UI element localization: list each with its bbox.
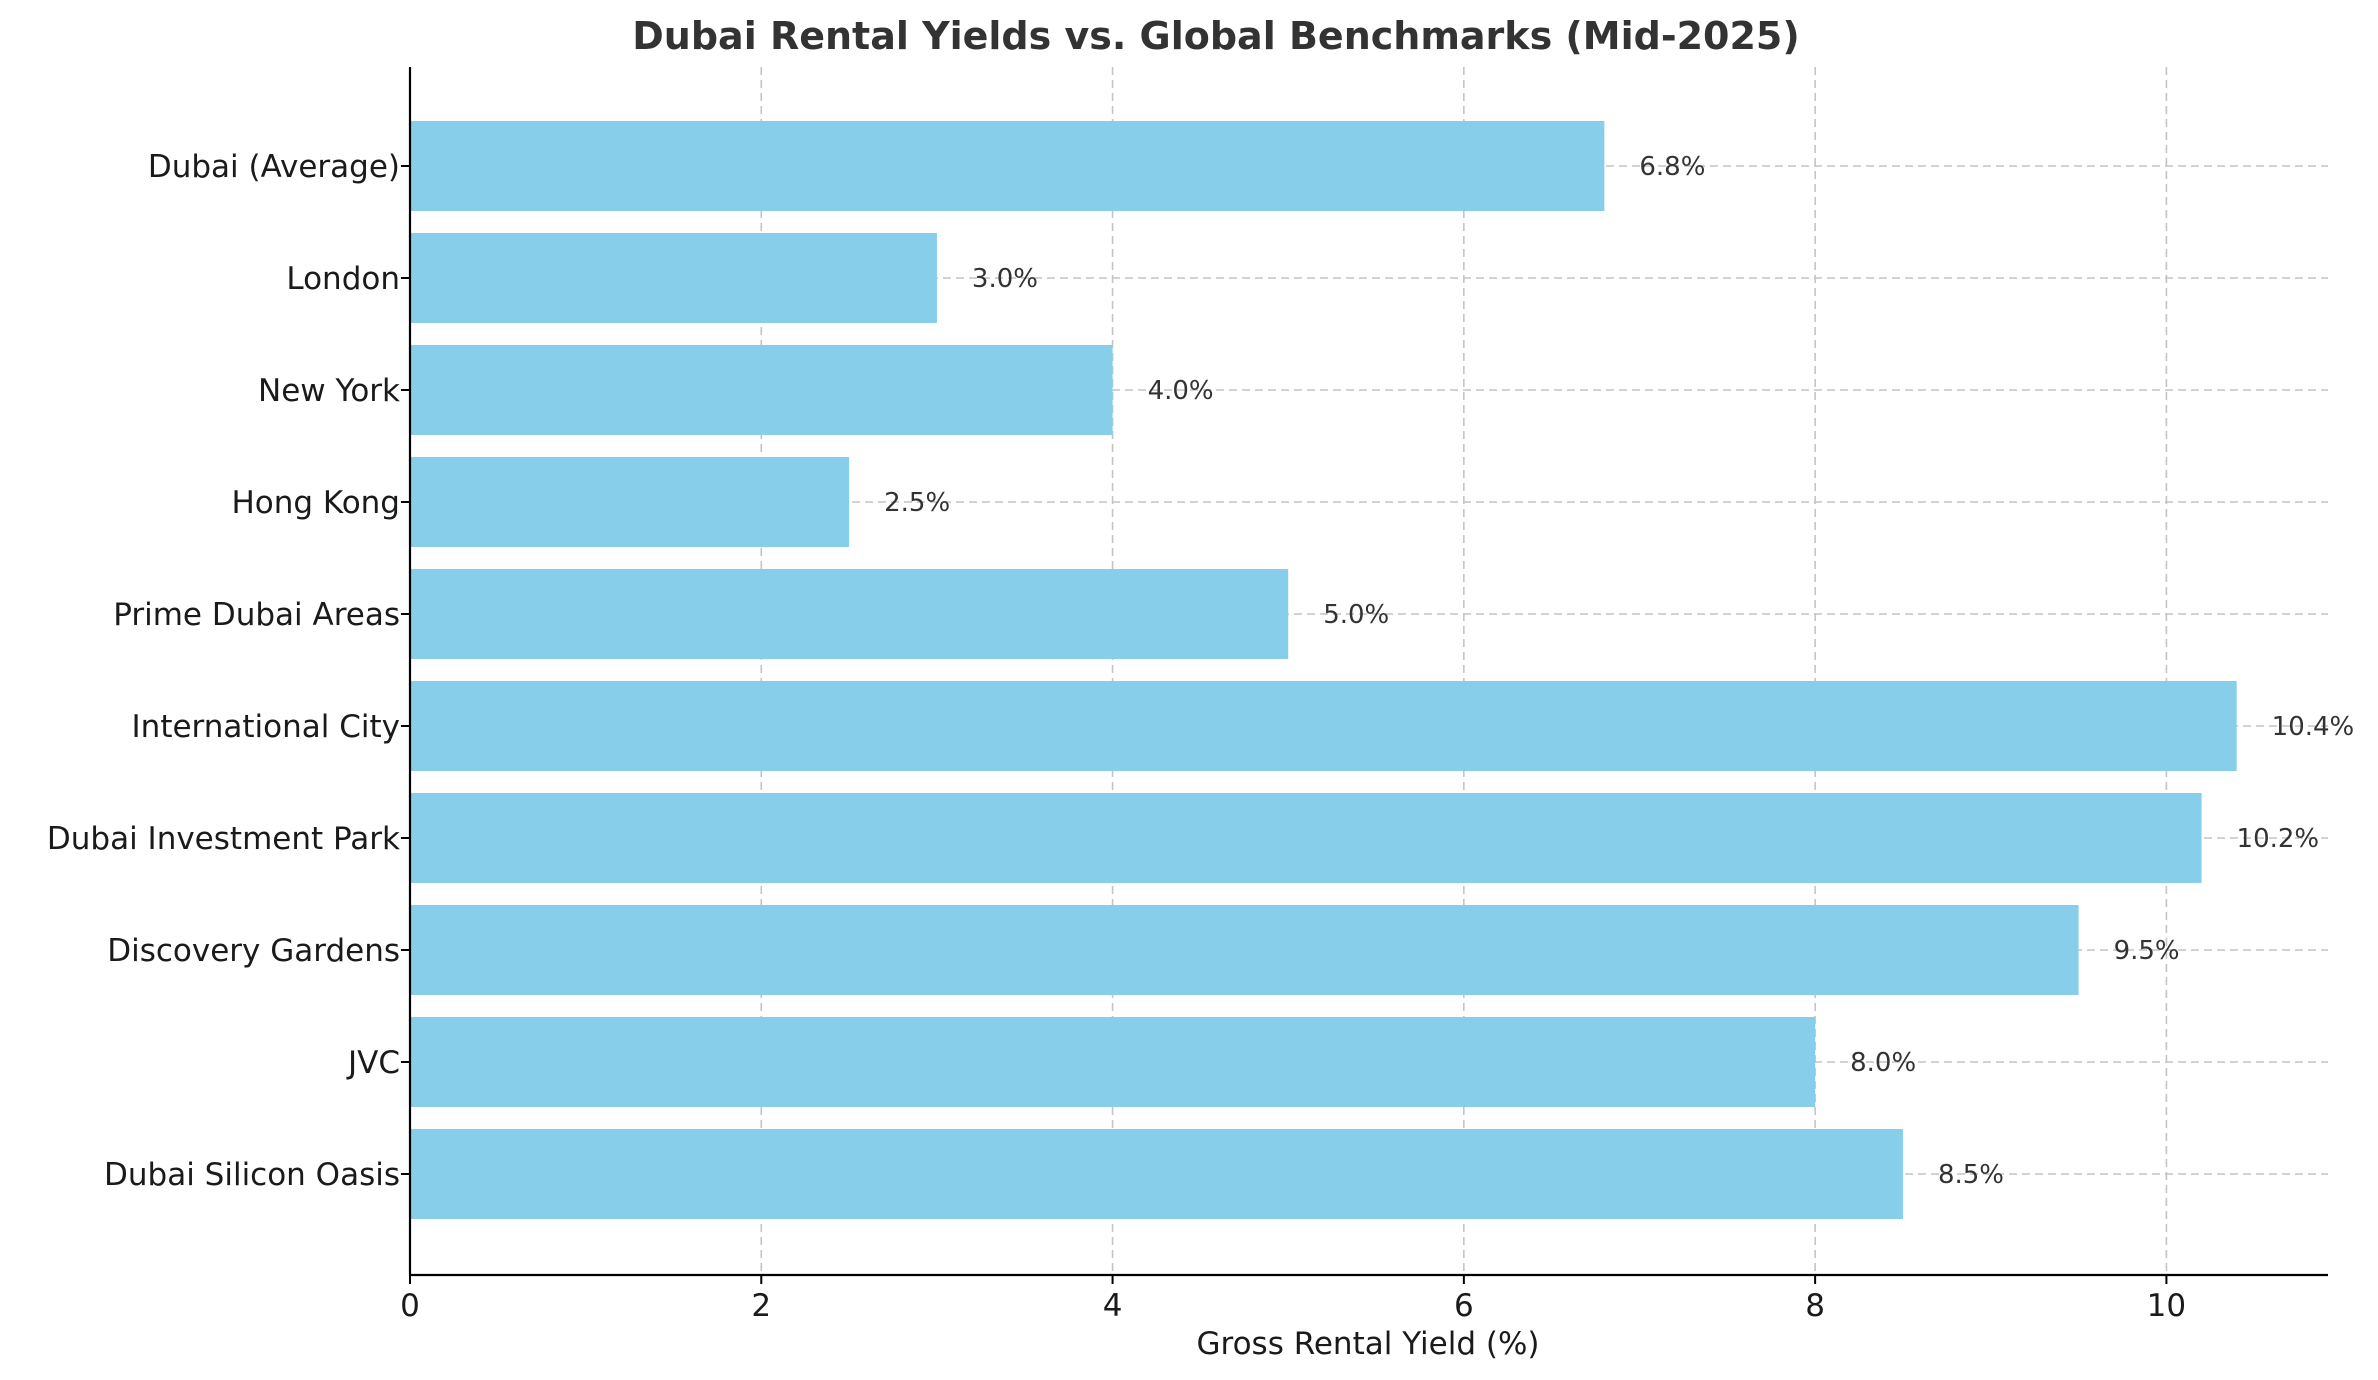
y-tick-label: JVC (346, 1045, 400, 1081)
x-tick-labels: 0 2 4 6 8 10 (400, 1275, 2186, 1324)
y-tick-label: Hong Kong (231, 485, 400, 521)
y-tick-labels: Dubai (Average) London New York Hong Kong Pr… (47, 149, 410, 1193)
data-label: 4.0% (1148, 376, 1214, 406)
data-label: 9.5% (2114, 936, 2180, 966)
data-label: 6.8% (1639, 152, 1705, 182)
data-label: 3.0% (972, 264, 1038, 294)
data-label: 2.5% (884, 488, 950, 518)
bar (410, 345, 1113, 435)
data-label: 8.0% (1850, 1048, 1916, 1078)
axes (408, 67, 2328, 1277)
data-label: 5.0% (1323, 600, 1389, 630)
bar (410, 1017, 1816, 1107)
bars (410, 121, 2237, 1219)
data-label: 8.5% (1938, 1160, 2004, 1190)
bar (410, 121, 1605, 211)
data-label: 10.2% (2237, 824, 2320, 854)
y-tick-label: Dubai Investment Park (47, 821, 400, 857)
bar (410, 793, 2202, 883)
x-tick-label: 0 (400, 1288, 420, 1324)
bar (410, 569, 1289, 659)
y-tick-label: Dubai Silicon Oasis (104, 1157, 400, 1193)
data-labels: 6.8% 3.0% 4.0% 2.5% 5.0% 10.4% 10.2% 9.5% 8.0% 8.… (884, 152, 2354, 1190)
y-tick-label: Prime Dubai Areas (113, 597, 400, 633)
data-label: 10.4% (2272, 712, 2355, 742)
x-tick-label: 2 (751, 1288, 771, 1324)
y-tick-label: Dubai (Average) (148, 149, 400, 185)
y-tick-label: London (286, 261, 400, 297)
bar (410, 233, 937, 323)
bar (410, 681, 2237, 771)
x-axis-label: Gross Rental Yield (%) (1197, 1326, 1540, 1362)
bar (410, 457, 850, 547)
y-tick-label: International City (132, 709, 400, 745)
bar (410, 905, 2079, 995)
bar (410, 1129, 1903, 1219)
y-tick-label: New York (258, 373, 400, 409)
x-tick-label: 8 (1805, 1288, 1825, 1324)
y-tick-label: Discovery Gardens (107, 933, 400, 969)
x-tick-label: 4 (1103, 1288, 1123, 1324)
chart-title: Dubai Rental Yields vs. Global Benchmark… (632, 14, 1799, 58)
x-tick-label: 10 (2147, 1288, 2186, 1324)
x-tick-label: 6 (1454, 1288, 1474, 1324)
